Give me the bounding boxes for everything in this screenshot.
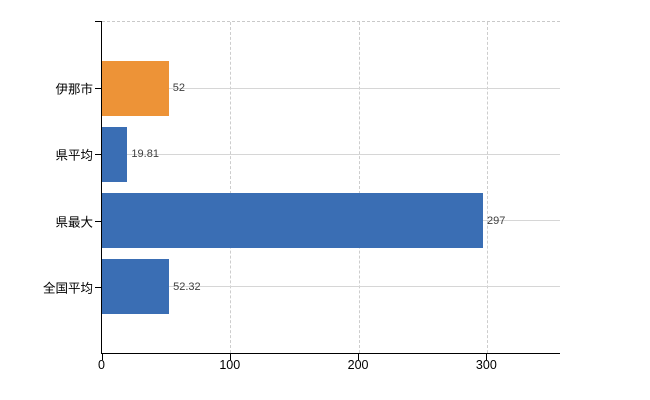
bar-value-label: 52: [172, 82, 185, 95]
category-label: 全国平均: [42, 281, 93, 296]
category-label: 県平均: [55, 148, 93, 163]
y-axis-tick: [95, 21, 101, 22]
plot-area: 52 19.81 297 52.32: [102, 22, 560, 353]
x-tick-label: 300: [475, 358, 497, 372]
x-axis-tick: [486, 354, 488, 360]
bar-value-label: 297: [487, 214, 506, 227]
bar: 297: [102, 193, 505, 249]
x-axis-tick: [101, 354, 103, 360]
bar: 52: [102, 60, 185, 116]
category-label: 伊那市: [55, 82, 93, 97]
gridline-horizontal: [102, 153, 560, 155]
y-axis-tick: [95, 88, 101, 90]
gridline-horizontal: [102, 286, 560, 288]
category-label: 県最大: [55, 215, 93, 230]
bar-value-label: 52.32: [173, 280, 201, 293]
bar: 52.32: [102, 259, 201, 315]
y-axis-tick: [95, 154, 101, 156]
gridline-vertical: [230, 22, 232, 353]
y-axis-line: [101, 21, 102, 353]
gridline-horizontal: [102, 87, 560, 89]
x-axis-tick: [358, 354, 360, 360]
x-tick-label: 0: [98, 358, 105, 372]
x-axis-tick: [229, 354, 231, 360]
y-axis-tick: [95, 220, 101, 222]
gridline-vertical: [486, 22, 488, 353]
plot-top-border: [102, 21, 560, 22]
x-axis-line: [101, 353, 560, 354]
y-axis-tick: [95, 286, 101, 288]
x-tick-label: 200: [347, 358, 369, 372]
gridline-vertical: [358, 22, 360, 353]
bar: 19.81: [102, 126, 159, 182]
bar-value-label: 19.81: [131, 148, 159, 161]
x-tick-label: 100: [219, 358, 241, 372]
